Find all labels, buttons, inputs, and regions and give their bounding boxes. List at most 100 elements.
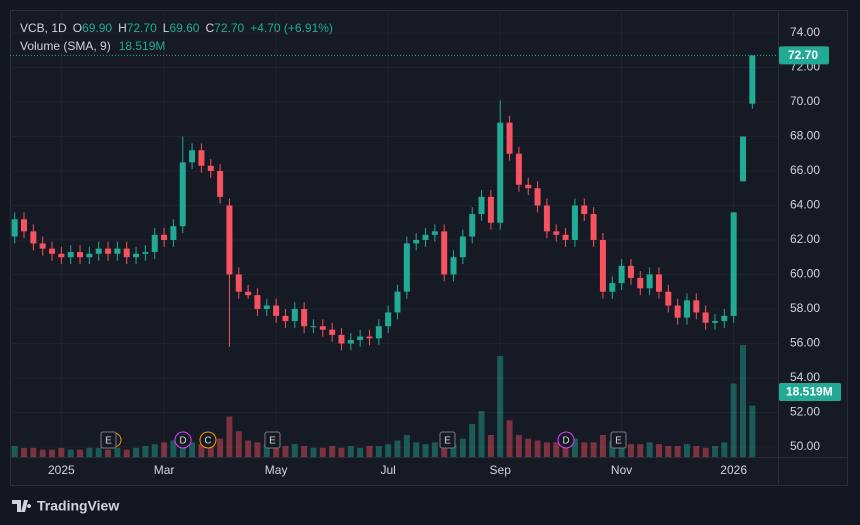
volume-bar: [301, 445, 308, 457]
volume-bar: [721, 442, 728, 457]
volume-bar: [161, 442, 168, 457]
candle-body: [133, 253, 140, 258]
y-tick-label: 50.00: [790, 439, 820, 453]
volume-bar: [123, 449, 130, 457]
event-marker: [439, 431, 456, 449]
candle-body: [534, 188, 541, 206]
event-label: E: [105, 436, 112, 447]
legend-value: 72.70: [127, 21, 157, 35]
candle-body: [450, 257, 457, 275]
candle-body: [431, 231, 438, 235]
candle-body: [581, 205, 588, 215]
last-price-label: 72.70: [788, 48, 818, 62]
candle-body: [77, 252, 84, 258]
candle-body: [142, 252, 149, 254]
legend-value: 69.60: [169, 21, 199, 35]
x-tick-label: 2025: [48, 463, 75, 477]
volume-bar: [58, 447, 65, 457]
x-tick-label: 2026: [720, 463, 747, 477]
volume-bar: [543, 442, 550, 457]
volume-bar: [95, 447, 102, 457]
x-tick-label: May: [265, 463, 288, 477]
volume-bar: [133, 447, 140, 457]
candle-body: [721, 315, 728, 322]
logo: TradingView: [12, 498, 119, 514]
volume-sma: 18.519M: [119, 39, 166, 53]
brand: TradingView: [37, 498, 119, 514]
candle-body: [123, 248, 130, 258]
volume-bar: [553, 442, 560, 457]
candle-body: [11, 219, 18, 237]
candle-body: [95, 248, 102, 254]
candle-body: [693, 300, 700, 313]
volume-bar: [254, 442, 261, 457]
y-tick-label: 56.00: [790, 336, 820, 350]
candle-body: [459, 236, 466, 258]
candle-body: [245, 291, 252, 296]
candle-body: [235, 274, 242, 292]
event-marker: [264, 431, 281, 449]
event-marker: [610, 431, 627, 449]
chart-frame: [10, 10, 848, 486]
candle-body: [618, 265, 625, 284]
candle-body: [590, 214, 597, 240]
volume-bar: [459, 438, 466, 457]
volume-bar: [207, 442, 214, 457]
volume-bar: [637, 444, 644, 457]
last-price-tag: [779, 46, 829, 65]
svg-text:Volume (SMA, 9)18.519M: Volume (SMA, 9) 18.519M: [20, 39, 165, 53]
candle-body: [263, 305, 270, 309]
volume-bar: [30, 447, 37, 457]
volume-bar: [282, 445, 289, 457]
y-tick-label: 58.00: [790, 301, 820, 315]
volume-bar: [730, 383, 737, 457]
candle-body: [739, 136, 746, 182]
volume-bar: [749, 405, 756, 457]
event-label: E: [269, 436, 276, 447]
candle-body: [114, 248, 121, 254]
candle-body: [273, 305, 280, 316]
candle-body: [357, 336, 364, 341]
candle-body: [599, 239, 606, 292]
volume-bar: [357, 447, 364, 457]
candle-body: [161, 234, 168, 240]
candle-body: [179, 162, 186, 227]
volume-name: Volume (SMA, 9): [20, 39, 111, 53]
volume-bar: [291, 444, 298, 457]
volume-bar: [105, 449, 112, 457]
volume-bar: [263, 444, 270, 457]
volume-bar: [151, 444, 158, 457]
legend-value: 69.90: [82, 21, 112, 35]
volume-bar: [497, 356, 504, 457]
y-tick-label: 64.00: [790, 198, 820, 212]
volume-bar: [571, 438, 578, 457]
candle-body: [86, 253, 93, 258]
candle-body: [105, 248, 112, 254]
candle-body: [58, 253, 65, 258]
candle-body: [627, 265, 634, 278]
volume-bar: [385, 444, 392, 457]
candle-body: [674, 305, 681, 318]
volume-bar: [142, 445, 149, 457]
volume-bar: [515, 434, 522, 457]
candle-body: [655, 274, 662, 292]
volume-bar: [487, 434, 494, 457]
candle-body: [319, 326, 326, 330]
volume-bar: [86, 447, 93, 457]
candle-body: [665, 291, 672, 306]
candle-body: [515, 153, 522, 185]
legend: VCB, 1D O69.90 H72.70 L69.60 C72.70 +4.70 (+6…: [20, 21, 333, 53]
legend-change: +4.70 (+6.91%): [250, 21, 333, 35]
volume-bar: [702, 447, 709, 457]
volume-bar: [189, 442, 196, 457]
volume-bar: [235, 431, 242, 457]
candle-body: [49, 248, 56, 254]
volume-bar: [450, 444, 457, 457]
volume-bar: [506, 420, 513, 457]
candle-body: [637, 277, 644, 289]
volume-bar: [441, 440, 448, 457]
candle-body: [571, 205, 578, 240]
